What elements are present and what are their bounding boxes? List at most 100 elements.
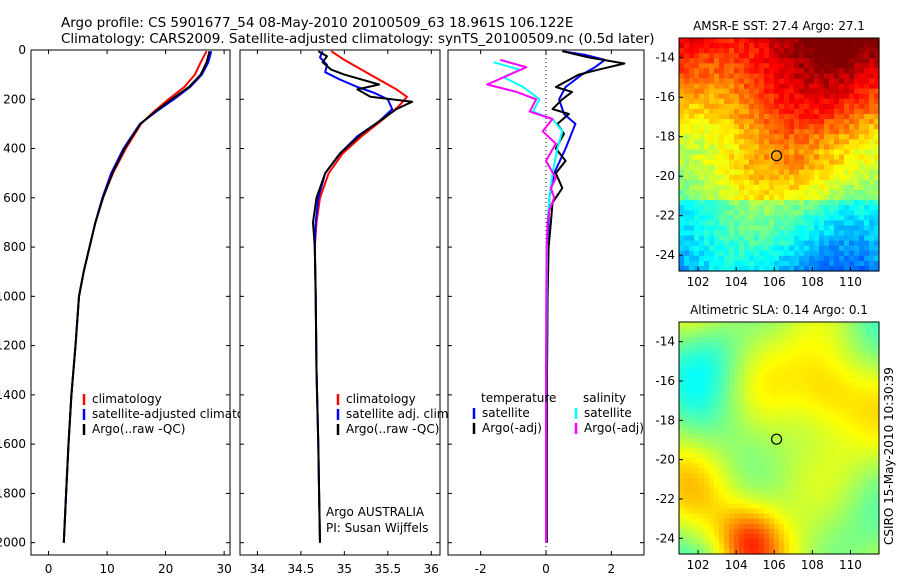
sla_map-cell [794,327,800,333]
sst_map-cell [704,210,710,216]
sla_map-cell [849,417,855,424]
sla_map-cell [719,367,725,374]
sla_map-cell [724,533,730,540]
sla_map-cell [849,372,855,379]
sla_map-cell [759,432,765,439]
sla_map-cell [724,332,730,338]
sst_map-cell [719,265,725,272]
sla_map-cell [724,438,730,444]
sst_map-cell [749,200,755,206]
sla_map-cell [844,498,850,505]
sst_map-cell [764,205,770,211]
sst_map-cell [704,200,710,206]
sst_map-cell [729,53,735,59]
sst_map-cell [819,154,825,161]
sst_map-cell [819,58,825,64]
sla_map-cell [804,422,810,429]
sst_map-cell [699,88,705,95]
sla_map-cell [834,513,840,520]
sla_map-cell [824,342,830,348]
sla_map-cell [719,397,725,404]
sla_map-cell [729,463,735,469]
sst_map-cell [759,220,765,227]
sst_map-cell [839,235,845,242]
sla_map-cell [779,508,785,515]
sst_map-cell [859,250,865,257]
sla_map-cell [754,523,760,530]
sla_map-cell [714,387,720,394]
sst_map-cell [739,174,745,181]
sst_map-cell [819,220,825,227]
sst_map-cell [839,68,845,75]
sla_map-cell [834,463,840,469]
sla_map-cell [684,337,690,343]
sla_map-cell [754,432,760,439]
sst_map-cell [689,113,695,120]
sla_map-cell [809,322,815,328]
sst_map-cell [864,195,870,201]
sla_map-cell [794,422,800,429]
sst_map-cell [824,38,830,44]
sla_map-cell [814,342,820,348]
sla_map-cell [709,397,715,404]
sla_map-cell [809,352,815,358]
sst_map-cell [694,195,700,201]
sla_map-cell [744,453,750,459]
sla_map-cell [699,468,705,474]
sla_map-cell [679,422,685,429]
sst_map-cell [754,129,760,135]
sst_map-cell [779,98,785,105]
sla_map-cell [739,503,745,510]
sla_map-cell [769,473,775,479]
sla_map-cell [829,483,835,490]
sst_map-cell [699,43,705,49]
sst_map-cell [679,200,685,206]
sla_map-cell [739,367,745,374]
sla_map-cell [754,548,760,555]
sst_map-cell [739,184,745,191]
sla_map-cell [754,327,760,333]
sst_map-cell [694,73,700,80]
sla_map-cell [834,533,840,540]
sla_map-cell [854,448,860,454]
sla_map-cell [764,493,770,500]
sla_map-cell [764,342,770,348]
sst_map-cell [754,154,760,161]
sla_map-cell [689,533,695,540]
sst_map-cell [864,73,870,80]
sla_map-cell [704,402,710,409]
difference-legend-right-title: salinity [583,391,626,405]
sst_map-cell [734,88,740,95]
sla_map-cell [849,503,855,510]
sst_map-cell [779,230,785,237]
sst_map-cell [679,48,685,54]
sst_map-cell [769,78,775,85]
sst_map-cell [764,215,770,221]
sla_map-cell [734,503,740,510]
sst_map-cell [814,255,820,262]
sst_map-cell [679,265,685,272]
sst_map-cell [699,184,705,191]
sla_map-cell [839,488,845,495]
sla_map-cell [789,458,795,464]
sst_map-cell [719,255,725,262]
sst_map-cell [829,159,835,166]
sst_map-cell [804,174,810,181]
sst_map-cell [874,129,880,135]
sla_map-cell [684,443,690,449]
sla_map-cell [689,402,695,409]
sla_map-cell [764,543,770,550]
sst_map-cell [774,195,780,201]
sla_map-cell [719,432,725,439]
sla_map-cell [774,508,780,515]
sst_map-cell [834,159,840,166]
sla_map-cell [864,508,870,515]
sla_map-cell [724,357,730,363]
sla_map-cell [834,422,840,429]
sst_map-cell [734,63,740,69]
sst_map-cell [804,83,810,90]
sst_map-cell [804,255,810,262]
sst_map-cell [739,250,745,257]
sst_map-cell [729,200,735,206]
sst_map-cell [779,225,785,232]
